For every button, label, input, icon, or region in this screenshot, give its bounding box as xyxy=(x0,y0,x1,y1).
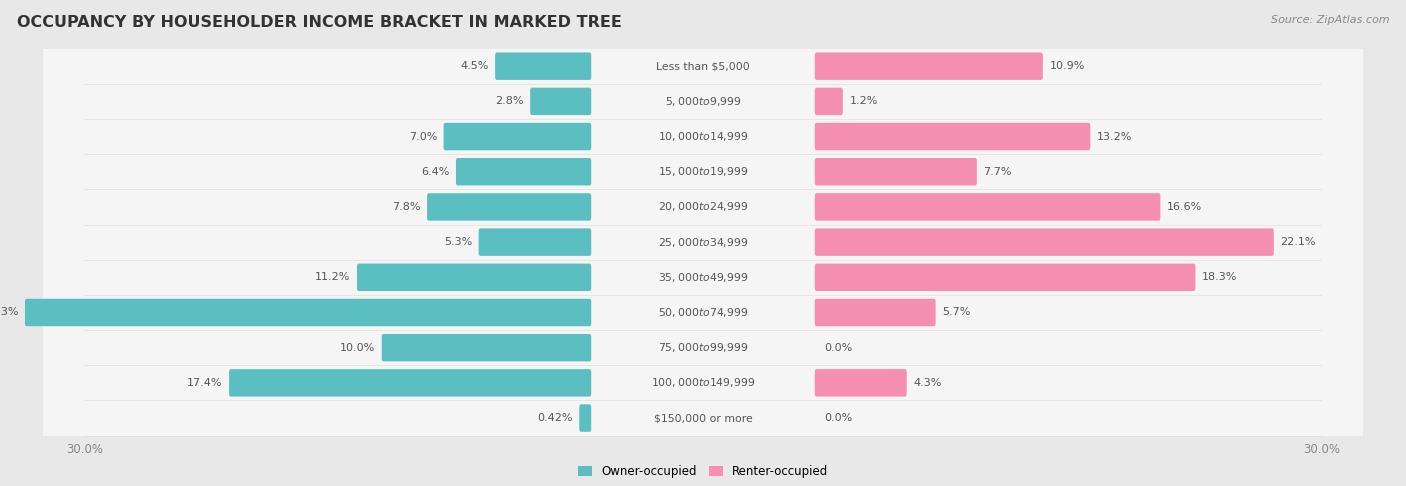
FancyBboxPatch shape xyxy=(443,123,592,150)
Text: 27.3%: 27.3% xyxy=(0,308,18,317)
Text: $10,000 to $14,999: $10,000 to $14,999 xyxy=(658,130,748,143)
FancyBboxPatch shape xyxy=(357,263,592,291)
Text: $20,000 to $24,999: $20,000 to $24,999 xyxy=(658,200,748,213)
Text: 0.0%: 0.0% xyxy=(825,343,853,353)
FancyBboxPatch shape xyxy=(44,84,1362,119)
Text: $50,000 to $74,999: $50,000 to $74,999 xyxy=(658,306,748,319)
Text: Less than $5,000: Less than $5,000 xyxy=(657,61,749,71)
Text: 13.2%: 13.2% xyxy=(1097,132,1132,141)
Text: Source: ZipAtlas.com: Source: ZipAtlas.com xyxy=(1271,15,1389,25)
Text: 7.7%: 7.7% xyxy=(983,167,1012,177)
Text: $15,000 to $19,999: $15,000 to $19,999 xyxy=(658,165,748,178)
FancyBboxPatch shape xyxy=(44,154,1362,190)
FancyBboxPatch shape xyxy=(814,263,1195,291)
FancyBboxPatch shape xyxy=(814,52,1043,80)
Text: 7.8%: 7.8% xyxy=(392,202,420,212)
FancyBboxPatch shape xyxy=(427,193,592,221)
Text: 5.3%: 5.3% xyxy=(444,237,472,247)
FancyBboxPatch shape xyxy=(814,193,1160,221)
Text: $35,000 to $49,999: $35,000 to $49,999 xyxy=(658,271,748,284)
Text: 16.6%: 16.6% xyxy=(1167,202,1202,212)
FancyBboxPatch shape xyxy=(44,190,1362,225)
Text: 0.0%: 0.0% xyxy=(825,413,853,423)
Text: $75,000 to $99,999: $75,000 to $99,999 xyxy=(658,341,748,354)
Text: 22.1%: 22.1% xyxy=(1281,237,1316,247)
FancyBboxPatch shape xyxy=(44,49,1362,84)
Text: $25,000 to $34,999: $25,000 to $34,999 xyxy=(658,236,748,249)
FancyBboxPatch shape xyxy=(814,369,907,397)
Text: $150,000 or more: $150,000 or more xyxy=(654,413,752,423)
Text: 7.0%: 7.0% xyxy=(409,132,437,141)
Text: 11.2%: 11.2% xyxy=(315,272,350,282)
Text: 10.0%: 10.0% xyxy=(340,343,375,353)
FancyBboxPatch shape xyxy=(814,299,935,326)
FancyBboxPatch shape xyxy=(44,365,1362,400)
FancyBboxPatch shape xyxy=(814,123,1090,150)
Text: $100,000 to $149,999: $100,000 to $149,999 xyxy=(651,376,755,389)
FancyBboxPatch shape xyxy=(44,295,1362,330)
FancyBboxPatch shape xyxy=(456,158,592,186)
Text: 2.8%: 2.8% xyxy=(495,96,523,106)
Text: 10.9%: 10.9% xyxy=(1049,61,1085,71)
FancyBboxPatch shape xyxy=(44,225,1362,260)
Text: $5,000 to $9,999: $5,000 to $9,999 xyxy=(665,95,741,108)
Text: 0.42%: 0.42% xyxy=(537,413,572,423)
FancyBboxPatch shape xyxy=(44,400,1362,435)
FancyBboxPatch shape xyxy=(814,228,1274,256)
Text: 4.5%: 4.5% xyxy=(460,61,488,71)
FancyBboxPatch shape xyxy=(44,119,1362,154)
FancyBboxPatch shape xyxy=(44,330,1362,365)
Text: 5.7%: 5.7% xyxy=(942,308,970,317)
FancyBboxPatch shape xyxy=(229,369,592,397)
Legend: Owner-occupied, Renter-occupied: Owner-occupied, Renter-occupied xyxy=(578,465,828,478)
Text: 4.3%: 4.3% xyxy=(914,378,942,388)
FancyBboxPatch shape xyxy=(44,260,1362,295)
FancyBboxPatch shape xyxy=(579,404,592,432)
Text: 1.2%: 1.2% xyxy=(849,96,877,106)
Text: OCCUPANCY BY HOUSEHOLDER INCOME BRACKET IN MARKED TREE: OCCUPANCY BY HOUSEHOLDER INCOME BRACKET … xyxy=(17,15,621,30)
FancyBboxPatch shape xyxy=(478,228,592,256)
FancyBboxPatch shape xyxy=(814,158,977,186)
FancyBboxPatch shape xyxy=(814,87,842,115)
FancyBboxPatch shape xyxy=(381,334,592,362)
Text: 6.4%: 6.4% xyxy=(420,167,450,177)
Text: 18.3%: 18.3% xyxy=(1202,272,1237,282)
Text: 17.4%: 17.4% xyxy=(187,378,222,388)
FancyBboxPatch shape xyxy=(495,52,592,80)
FancyBboxPatch shape xyxy=(25,299,592,326)
FancyBboxPatch shape xyxy=(530,87,592,115)
